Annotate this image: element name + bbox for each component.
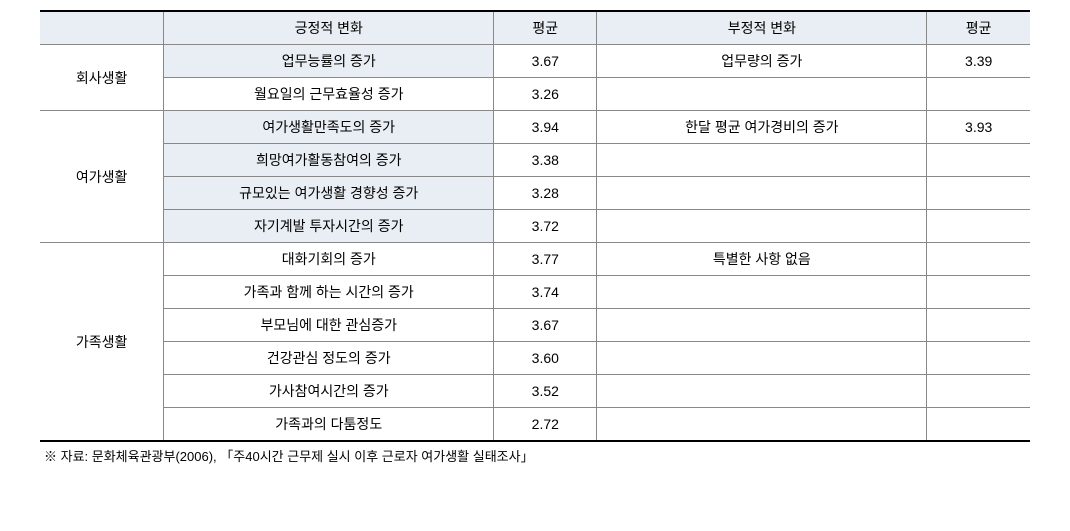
- table-row: 가족과의 다툼정도2.72: [40, 408, 1030, 442]
- negative-cell: [597, 276, 927, 309]
- category-cell: 여가생활: [40, 111, 164, 243]
- negative-cell: 특별한 사항 없음: [597, 243, 927, 276]
- positive-cell: 가사참여시간의 증가: [164, 375, 494, 408]
- table-row: 부모님에 대한 관심증가3.67: [40, 309, 1030, 342]
- positive-cell: 여가생활만족도의 증가: [164, 111, 494, 144]
- positive-cell: 가족과의 다툼정도: [164, 408, 494, 442]
- negative-cell: [597, 78, 927, 111]
- positive-cell: 자기계발 투자시간의 증가: [164, 210, 494, 243]
- negative-cell: 한달 평균 여가경비의 증가: [597, 111, 927, 144]
- avg2-cell: 3.93: [927, 111, 1030, 144]
- source-note: ※ 자료: 문화체육관광부(2006), 「주40시간 근무제 실시 이후 근로…: [40, 446, 1030, 465]
- positive-cell: 가족과 함께 하는 시간의 증가: [164, 276, 494, 309]
- avg1-cell: 3.94: [494, 111, 597, 144]
- table-row: 월요일의 근무효율성 증가3.26: [40, 78, 1030, 111]
- table-row: 자기계발 투자시간의 증가3.72: [40, 210, 1030, 243]
- positive-cell: 건강관심 정도의 증가: [164, 342, 494, 375]
- table-row: 희망여가활동참여의 증가3.38: [40, 144, 1030, 177]
- avg2-cell: [927, 309, 1030, 342]
- avg2-cell: [927, 78, 1030, 111]
- category-cell: 회사생활: [40, 45, 164, 111]
- table-row: 가족생활대화기회의 증가3.77특별한 사항 없음: [40, 243, 1030, 276]
- avg2-cell: [927, 144, 1030, 177]
- avg1-cell: 3.72: [494, 210, 597, 243]
- avg1-cell: 3.67: [494, 309, 597, 342]
- header-row: 긍정적 변화 평균 부정적 변화 평균: [40, 11, 1030, 45]
- avg1-cell: 3.77: [494, 243, 597, 276]
- header-negative: 부정적 변화: [597, 11, 927, 45]
- survey-table: 긍정적 변화 평균 부정적 변화 평균 회사생활업무능률의 증가3.67업무량의…: [40, 10, 1030, 442]
- table-row: 회사생활업무능률의 증가3.67업무량의 증가3.39: [40, 45, 1030, 78]
- avg1-cell: 3.67: [494, 45, 597, 78]
- positive-cell: 업무능률의 증가: [164, 45, 494, 78]
- header-positive: 긍정적 변화: [164, 11, 494, 45]
- negative-cell: [597, 375, 927, 408]
- category-cell: 가족생활: [40, 243, 164, 442]
- negative-cell: [597, 342, 927, 375]
- table-row: 가족과 함께 하는 시간의 증가3.74: [40, 276, 1030, 309]
- avg2-cell: [927, 177, 1030, 210]
- avg2-cell: 3.39: [927, 45, 1030, 78]
- table-row: 가사참여시간의 증가3.52: [40, 375, 1030, 408]
- avg2-cell: [927, 276, 1030, 309]
- avg2-cell: [927, 408, 1030, 442]
- avg1-cell: 3.38: [494, 144, 597, 177]
- negative-cell: [597, 144, 927, 177]
- avg2-cell: [927, 210, 1030, 243]
- avg2-cell: [927, 375, 1030, 408]
- avg2-cell: [927, 243, 1030, 276]
- negative-cell: [597, 177, 927, 210]
- positive-cell: 규모있는 여가생활 경향성 증가: [164, 177, 494, 210]
- positive-cell: 월요일의 근무효율성 증가: [164, 78, 494, 111]
- avg1-cell: 3.74: [494, 276, 597, 309]
- table-body: 회사생활업무능률의 증가3.67업무량의 증가3.39월요일의 근무효율성 증가…: [40, 45, 1030, 442]
- avg1-cell: 3.28: [494, 177, 597, 210]
- header-avg1: 평균: [494, 11, 597, 45]
- avg1-cell: 3.60: [494, 342, 597, 375]
- avg1-cell: 3.26: [494, 78, 597, 111]
- negative-cell: 업무량의 증가: [597, 45, 927, 78]
- table-row: 여가생활여가생활만족도의 증가3.94한달 평균 여가경비의 증가3.93: [40, 111, 1030, 144]
- negative-cell: [597, 210, 927, 243]
- avg2-cell: [927, 342, 1030, 375]
- negative-cell: [597, 309, 927, 342]
- header-blank: [40, 11, 164, 45]
- header-avg2: 평균: [927, 11, 1030, 45]
- avg1-cell: 3.52: [494, 375, 597, 408]
- negative-cell: [597, 408, 927, 442]
- positive-cell: 희망여가활동참여의 증가: [164, 144, 494, 177]
- table-row: 규모있는 여가생활 경향성 증가3.28: [40, 177, 1030, 210]
- positive-cell: 대화기회의 증가: [164, 243, 494, 276]
- table-row: 건강관심 정도의 증가3.60: [40, 342, 1030, 375]
- avg1-cell: 2.72: [494, 408, 597, 442]
- positive-cell: 부모님에 대한 관심증가: [164, 309, 494, 342]
